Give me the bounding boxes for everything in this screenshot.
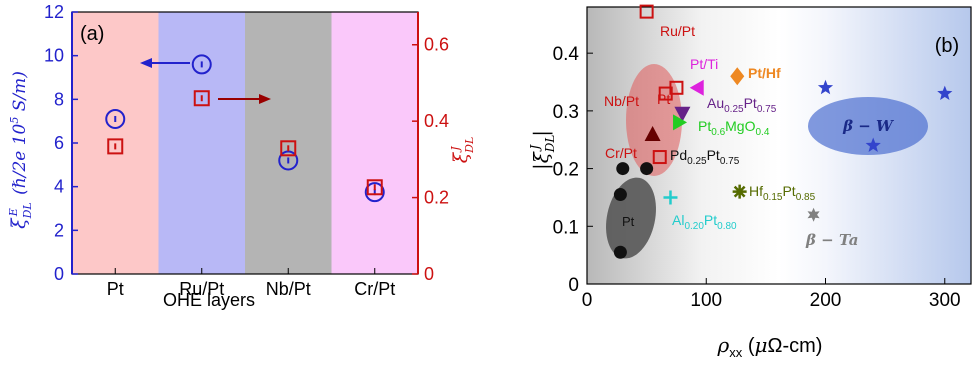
square-marker-1 [193, 90, 210, 107]
point-pt-0 [616, 162, 630, 176]
band-1 [158, 12, 245, 274]
point-beta-w-1 [865, 137, 881, 152]
label-au-pt: Au0.25Pt0.75 [707, 95, 777, 115]
point-pt0-6mgo0-4 [673, 114, 688, 131]
y-tick-label: 0.1 [553, 217, 579, 238]
point-ru-pt [639, 4, 654, 19]
x-tick-label: 200 [810, 290, 842, 311]
point-cr-pt [652, 150, 667, 165]
left-tick-label: 12 [44, 2, 64, 22]
point-pd0-25pt0-75 [644, 125, 661, 141]
right-arrow [218, 94, 271, 104]
left-tick-label: 8 [54, 89, 64, 109]
x-tick-label: Nb/Pt [266, 279, 311, 299]
label-pt: Pt [657, 91, 670, 107]
left-tick-label: 4 [54, 177, 64, 197]
point-pt-hf [730, 67, 745, 86]
label-ru-pt: Ru/Pt [660, 23, 695, 39]
point-hf0-15pt0-85 [732, 184, 747, 199]
label-hf-pt: Hf0.15Pt0.85 [749, 183, 816, 203]
x-tick-label: 300 [929, 290, 961, 311]
x-tick-label: Ru/Pt [179, 279, 224, 299]
y-axis-label-left: ξDLE (ℏ/2e 105 S/m) [7, 71, 34, 229]
square-marker-2 [280, 140, 297, 157]
left-tick-label: 6 [54, 133, 64, 153]
band-3 [331, 12, 418, 274]
point-au0-25pt0-75 [674, 106, 691, 122]
point-pt-2 [613, 188, 627, 202]
label-pt-ti: Pt/Ti [690, 56, 718, 72]
left-tick-label: 2 [54, 220, 64, 240]
panel-a-label: (a) [80, 23, 104, 45]
y-tick-label: 0.3 [553, 102, 579, 123]
circle-marker-3 [364, 182, 385, 203]
right-tick-label: 0.2 [424, 188, 449, 208]
y-tick-label: 0 [568, 275, 579, 296]
y-tick-label: 0.4 [553, 44, 580, 65]
panel-b: 0 100 200 300 0 0.1 0.2 0.3 0.4 (b) Ru/Pt Pt Nb/… [528, 4, 972, 360]
square-marker-3 [366, 179, 383, 196]
point-beta-w-0 [817, 79, 834, 95]
y-axis-label-right: ξDLJ [449, 137, 476, 164]
point-pt-3 [613, 245, 627, 259]
svg-text:ξDLJ: ξDLJ [449, 137, 476, 164]
panel-a: 0 2 4 6 8 10 12 0 0.2 0.4 0.6 Pt Ru/Pt Nb/Pt Cr/Pt (a)… [7, 2, 476, 310]
panel-b-frame [586, 6, 972, 285]
right-tick-label: 0 [424, 264, 434, 284]
point-al0-20pt0-80 [663, 190, 678, 205]
x-axis-label-a: OHE layers [163, 290, 255, 310]
circle-marker-1 [191, 54, 212, 75]
svg-text:ρxx (μΩ-cm): ρxx (μΩ-cm) [717, 333, 823, 360]
x-tick-label: Pt [107, 279, 124, 299]
right-tick-label: 0.6 [424, 35, 449, 55]
x-tick-label: Cr/Pt [354, 279, 395, 299]
point-pt-ti [689, 79, 704, 96]
band-0 [72, 12, 159, 274]
point--ta [807, 207, 820, 222]
circle-marker-2 [278, 150, 299, 171]
label-pt-cluster: Pt [622, 214, 635, 229]
square-marker-0 [107, 138, 124, 155]
right-tick-label: 0.4 [424, 111, 449, 131]
label-pt-mgo: Pt0.6MgO0.4 [698, 118, 770, 138]
left-tick-label: 10 [44, 46, 64, 66]
y-tick-label: 0.2 [553, 160, 579, 181]
x-tick-label: 0 [582, 290, 593, 311]
red-region [626, 64, 682, 176]
w-region [808, 97, 928, 155]
x-tick-label: 100 [690, 290, 722, 311]
circle-marker-0 [105, 108, 126, 129]
point-beta-w-2 [937, 85, 953, 100]
label-beta-w: β − W [842, 117, 895, 135]
label-al-pt: Al0.20Pt0.80 [672, 212, 737, 232]
label-nb-pt: Nb/Pt [604, 93, 639, 109]
label-beta-ta: β − Ta [805, 231, 858, 249]
panel-b-label: (b) [935, 35, 959, 57]
label-pt-hf: Pt/Hf [748, 65, 781, 81]
band-2 [245, 12, 332, 274]
label-pd-pt: Pd0.25Pt0.75 [670, 147, 740, 167]
svg-text:ξDLE (ℏ/2e 105 S/m): ξDLE (ℏ/2e 105 S/m) [7, 71, 34, 229]
y-axis-label-b: |ξDLJ| [528, 130, 557, 170]
left-arrow [140, 58, 190, 68]
svg-text:|ξDLJ|: |ξDLJ| [528, 130, 557, 170]
left-tick-label: 0 [54, 264, 64, 284]
x-axis-label-b: ρxx (μΩ-cm) [717, 333, 823, 360]
point-pt-1 [640, 162, 654, 176]
label-cr-pt: Cr/Pt [605, 145, 637, 161]
point-nb-pt [658, 86, 673, 101]
